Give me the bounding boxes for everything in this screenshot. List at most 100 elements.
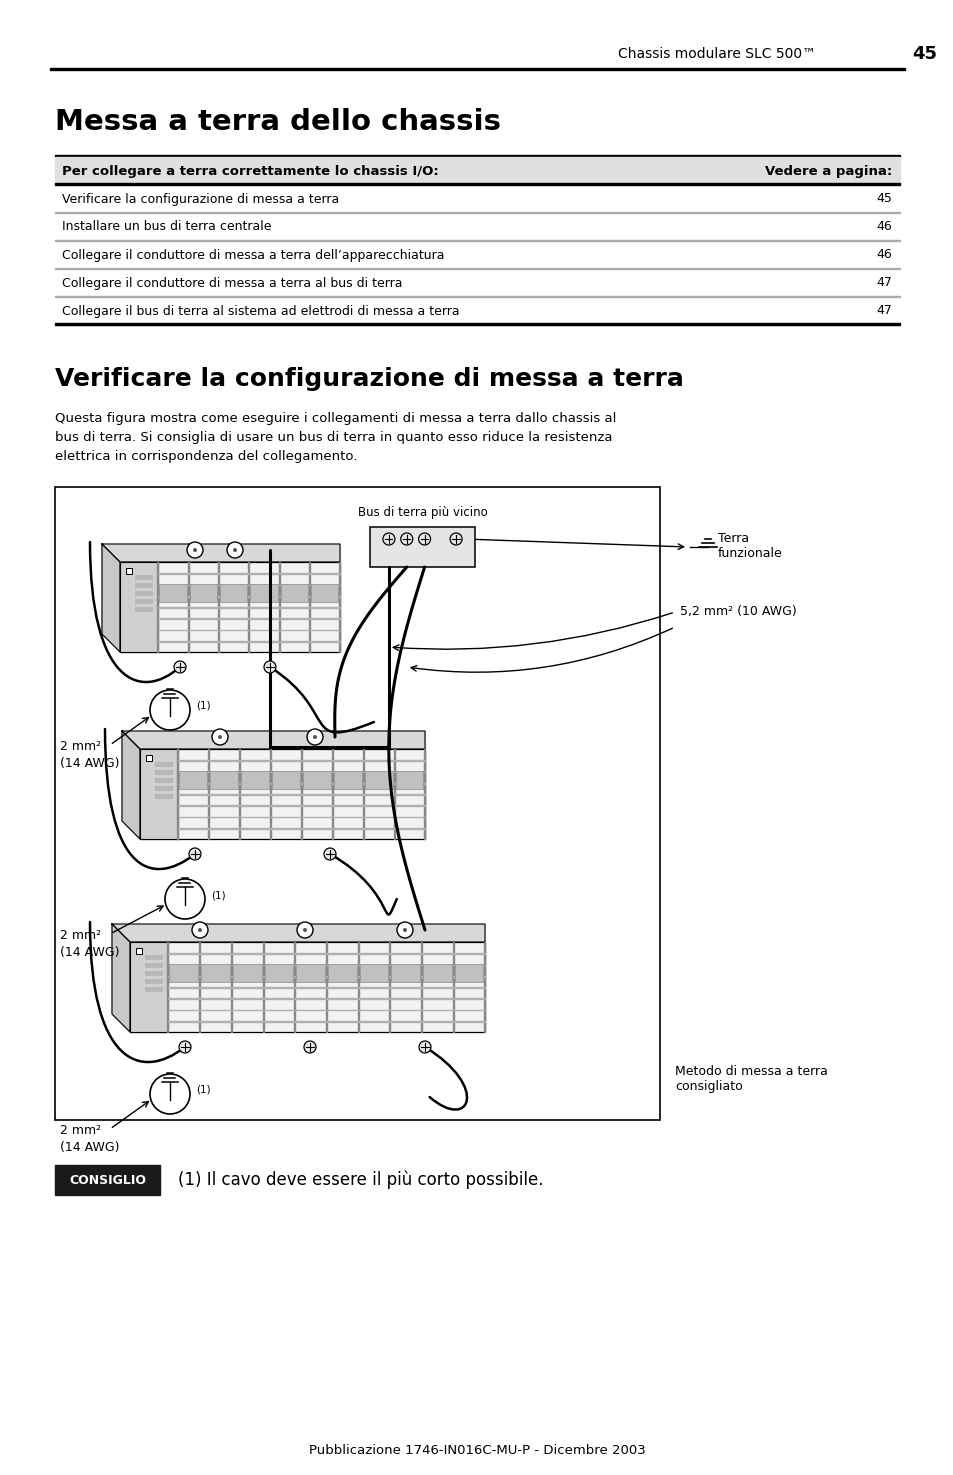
Bar bbox=[55, 183, 899, 184]
Bar bbox=[357, 943, 358, 1032]
Circle shape bbox=[198, 928, 202, 932]
Text: 47: 47 bbox=[875, 304, 891, 317]
Bar bbox=[55, 323, 899, 324]
Text: (1): (1) bbox=[211, 889, 226, 900]
Bar bbox=[241, 771, 269, 789]
Text: Metodo di messa a terra: Metodo di messa a terra bbox=[675, 1065, 827, 1078]
Bar bbox=[424, 749, 425, 839]
Bar bbox=[154, 794, 172, 799]
Circle shape bbox=[218, 735, 222, 739]
Bar bbox=[389, 943, 390, 1032]
Bar bbox=[311, 584, 338, 602]
Bar bbox=[280, 584, 308, 602]
Bar bbox=[364, 771, 393, 789]
Bar bbox=[120, 562, 158, 652]
Bar bbox=[420, 943, 421, 1032]
Text: funzionale: funzionale bbox=[718, 547, 781, 560]
Bar bbox=[126, 568, 132, 574]
Circle shape bbox=[307, 729, 323, 745]
Text: Collegare il bus di terra al sistema ad elettrodi di messa a terra: Collegare il bus di terra al sistema ad … bbox=[62, 304, 459, 317]
Bar bbox=[179, 771, 207, 789]
Bar bbox=[199, 943, 200, 1032]
Circle shape bbox=[418, 532, 430, 544]
Bar bbox=[270, 749, 271, 839]
Bar bbox=[145, 954, 163, 960]
Circle shape bbox=[165, 879, 205, 919]
Polygon shape bbox=[102, 544, 120, 652]
Bar bbox=[239, 749, 240, 839]
Text: Pubblicazione 1746-IN016C-MU-P - Dicembre 2003: Pubblicazione 1746-IN016C-MU-P - Dicembr… bbox=[309, 1444, 644, 1456]
Circle shape bbox=[150, 690, 190, 730]
Text: (1): (1) bbox=[195, 701, 211, 711]
Bar bbox=[264, 965, 293, 982]
Bar bbox=[135, 591, 152, 596]
Bar bbox=[55, 487, 659, 1120]
Circle shape bbox=[150, 1074, 190, 1114]
Bar bbox=[370, 527, 475, 566]
Text: elettrica in corrispondenza del collegamento.: elettrica in corrispondenza del collegam… bbox=[55, 450, 357, 463]
Text: consigliato: consigliato bbox=[675, 1080, 742, 1093]
Text: Collegare il conduttore di messa a terra dell’apparecchiatura: Collegare il conduttore di messa a terra… bbox=[62, 248, 444, 261]
Bar bbox=[251, 584, 277, 602]
Circle shape bbox=[264, 661, 275, 673]
Bar bbox=[120, 562, 339, 652]
Text: (1): (1) bbox=[195, 1086, 211, 1094]
Bar bbox=[154, 763, 172, 767]
Text: CONSIGLIO: CONSIGLIO bbox=[69, 1174, 146, 1186]
Polygon shape bbox=[122, 732, 140, 839]
Bar bbox=[55, 155, 899, 156]
Text: (14 AWG): (14 AWG) bbox=[60, 1142, 119, 1153]
Text: 45: 45 bbox=[875, 193, 891, 205]
Bar bbox=[135, 575, 152, 580]
Circle shape bbox=[189, 848, 201, 860]
Text: 45: 45 bbox=[911, 46, 936, 63]
Text: Verificare la configurazione di messa a terra: Verificare la configurazione di messa a … bbox=[62, 193, 339, 205]
Text: Verificare la configurazione di messa a terra: Verificare la configurazione di messa a … bbox=[55, 367, 683, 391]
Bar bbox=[55, 156, 899, 184]
Bar bbox=[145, 987, 163, 993]
Circle shape bbox=[227, 541, 243, 558]
Text: Installare un bus di terra centrale: Installare un bus di terra centrale bbox=[62, 220, 272, 233]
Bar bbox=[177, 749, 178, 839]
Bar bbox=[326, 943, 327, 1032]
Bar bbox=[453, 943, 454, 1032]
Bar bbox=[208, 749, 209, 839]
Text: 5,2 mm² (10 AWG): 5,2 mm² (10 AWG) bbox=[679, 606, 796, 618]
Text: Per collegare a terra correttamente lo chassis I/O:: Per collegare a terra correttamente lo c… bbox=[62, 165, 438, 177]
Circle shape bbox=[296, 922, 313, 938]
Bar bbox=[394, 749, 395, 839]
Bar bbox=[55, 1165, 160, 1195]
Circle shape bbox=[233, 549, 236, 552]
Polygon shape bbox=[112, 923, 130, 1032]
Bar bbox=[220, 584, 247, 602]
Bar bbox=[140, 749, 424, 839]
Circle shape bbox=[303, 928, 307, 932]
Bar bbox=[50, 68, 904, 69]
Bar bbox=[218, 562, 219, 652]
Bar bbox=[145, 971, 163, 976]
Bar bbox=[296, 965, 325, 982]
Bar bbox=[154, 777, 172, 783]
Bar bbox=[145, 963, 163, 968]
Circle shape bbox=[193, 549, 196, 552]
Circle shape bbox=[396, 922, 413, 938]
Circle shape bbox=[418, 1041, 431, 1053]
Text: Questa figura mostra come eseguire i collegamenti di messa a terra dallo chassis: Questa figura mostra come eseguire i col… bbox=[55, 412, 616, 425]
Bar bbox=[130, 943, 168, 1032]
Bar bbox=[362, 749, 363, 839]
Bar bbox=[395, 771, 423, 789]
Bar bbox=[328, 965, 356, 982]
Bar bbox=[248, 562, 250, 652]
Text: 46: 46 bbox=[876, 248, 891, 261]
Circle shape bbox=[173, 661, 186, 673]
Polygon shape bbox=[112, 923, 484, 943]
Bar bbox=[140, 749, 178, 839]
Bar bbox=[135, 583, 152, 589]
Bar bbox=[278, 562, 279, 652]
Bar bbox=[135, 608, 152, 612]
Text: Collegare il conduttore di messa a terra al bus di terra: Collegare il conduttore di messa a terra… bbox=[62, 276, 402, 289]
Bar bbox=[211, 771, 238, 789]
Text: Messa a terra dello chassis: Messa a terra dello chassis bbox=[55, 108, 500, 136]
Text: Chassis modulare SLC 500™: Chassis modulare SLC 500™ bbox=[618, 47, 815, 60]
Circle shape bbox=[400, 532, 413, 544]
